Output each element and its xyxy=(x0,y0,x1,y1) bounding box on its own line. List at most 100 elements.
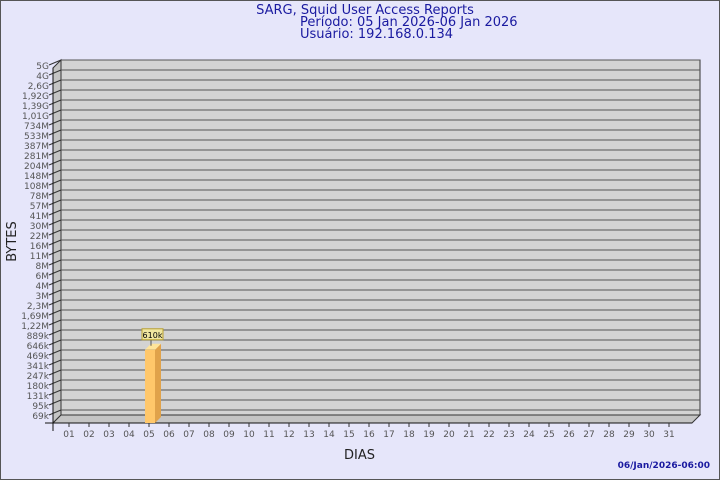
bar-top xyxy=(145,343,161,350)
x-tick-label: 05 xyxy=(143,430,154,440)
y-tick xyxy=(48,349,62,356)
y-tick xyxy=(48,179,62,186)
y-tick-label: 16M xyxy=(30,242,49,252)
y-tick xyxy=(48,199,62,206)
y-tick-label: 69k xyxy=(32,412,49,422)
data-label: 610k xyxy=(143,331,163,340)
x-tick-label: 15 xyxy=(343,430,354,440)
y-tick-label: 57M xyxy=(30,202,49,212)
y-tick xyxy=(48,189,62,196)
y-tick-label: 3M xyxy=(36,292,50,302)
y-tick xyxy=(48,99,62,106)
y-tick xyxy=(48,279,62,286)
y-tick-label: 22M xyxy=(30,232,49,242)
y-tick-label: 2,3M xyxy=(27,302,49,312)
y-tick xyxy=(48,269,62,276)
y-tick xyxy=(48,229,62,236)
y-tick-label: 78M xyxy=(30,192,49,202)
y-tick xyxy=(48,169,62,176)
y-tick-label: 387M xyxy=(24,142,49,152)
x-tick-label: 29 xyxy=(623,430,635,440)
x-tick-label: 20 xyxy=(443,430,455,440)
y-tick-label: 5G xyxy=(36,62,49,72)
y-tick xyxy=(48,259,62,266)
x-tick-label: 08 xyxy=(203,430,215,440)
y-tick xyxy=(48,399,62,406)
bar xyxy=(145,349,155,423)
y-tick-label: 95k xyxy=(32,402,49,412)
x-tick-label: 13 xyxy=(303,430,314,440)
x-tick-label: 01 xyxy=(63,430,74,440)
x-tick-label: 24 xyxy=(523,430,535,440)
y-tick-label: 11M xyxy=(30,252,49,262)
x-tick-label: 16 xyxy=(363,430,375,440)
y-tick xyxy=(48,129,62,136)
y-tick xyxy=(48,289,62,296)
period-text: Período: 05 Jan 2026-06 Jan 2026 xyxy=(300,15,518,30)
y-tick-label: 1,92G xyxy=(22,92,49,102)
x-tick-label: 18 xyxy=(403,430,415,440)
y-tick xyxy=(48,359,62,366)
y-tick-label: 469k xyxy=(27,352,50,362)
y-tick xyxy=(48,219,62,226)
y-tick-label: 30M xyxy=(30,222,49,232)
y-tick-label: 1,22M xyxy=(21,322,49,332)
y-tick xyxy=(48,389,62,396)
y-tick-label: 204M xyxy=(24,162,49,172)
x-tick-label: 07 xyxy=(183,430,194,440)
x-tick-label: 25 xyxy=(543,430,554,440)
y-tick-label: 108M xyxy=(24,182,49,192)
y-tick xyxy=(48,319,62,326)
y-tick-label: 646k xyxy=(27,342,50,352)
y-tick xyxy=(48,149,62,156)
y-tick-label: 247k xyxy=(27,372,50,382)
y-tick-label: 131k xyxy=(27,392,50,402)
bar-side xyxy=(155,343,161,423)
y-tick-label: 180k xyxy=(27,382,50,392)
y-tick-label: 4M xyxy=(36,282,50,292)
x-tick-label: 10 xyxy=(243,430,255,440)
chart-title: SARG, Squid User Access Reports xyxy=(256,3,474,18)
user-text: Usuário: 192.168.0.134 xyxy=(300,27,454,42)
x-tick-label: 21 xyxy=(463,430,474,440)
x-tick-label: 11 xyxy=(263,430,274,440)
x-tick-label: 17 xyxy=(383,430,394,440)
y-tick-label: 6M xyxy=(36,272,50,282)
x-tick-label: 02 xyxy=(83,430,94,440)
y-tick xyxy=(48,109,62,116)
x-tick-label: 06 xyxy=(163,430,175,440)
y-tick-label: 889k xyxy=(27,332,50,342)
x-tick-label: 23 xyxy=(503,430,514,440)
x-tick-label: 19 xyxy=(423,430,435,440)
y-tick-label: 734M xyxy=(24,122,49,132)
y-tick xyxy=(48,139,62,146)
y-tick-label: 4G xyxy=(36,72,49,82)
x-tick-label: 03 xyxy=(103,430,114,440)
y-tick-label: 1,01G xyxy=(22,112,49,122)
y-tick xyxy=(48,79,62,86)
y-tick-label: 2,6G xyxy=(28,82,49,92)
y-tick-label: 148M xyxy=(24,172,49,182)
x-tick-label: 31 xyxy=(663,430,674,440)
y-tick xyxy=(48,89,62,96)
y-tick xyxy=(48,119,62,126)
y-tick xyxy=(48,249,62,256)
y-tick-label: 533M xyxy=(24,132,49,142)
data-label-box xyxy=(141,328,164,341)
y-tick xyxy=(48,329,62,336)
y-tick xyxy=(48,309,62,316)
y-tick xyxy=(48,369,62,376)
x-tick-label: 14 xyxy=(323,430,335,440)
generated-timestamp: 06/Jan/2026-06:00 xyxy=(617,461,710,471)
x-tick-label: 30 xyxy=(643,430,655,440)
y-tick xyxy=(48,209,62,216)
x-tick-label: 22 xyxy=(483,430,494,440)
x-tick-label: 26 xyxy=(563,430,575,440)
y-tick xyxy=(48,59,62,66)
y-tick-label: 1,39G xyxy=(22,102,49,112)
x-tick-label: 09 xyxy=(223,430,235,440)
y-tick xyxy=(48,159,62,166)
y-tick xyxy=(48,379,62,386)
y-tick-label: 8M xyxy=(36,262,50,272)
